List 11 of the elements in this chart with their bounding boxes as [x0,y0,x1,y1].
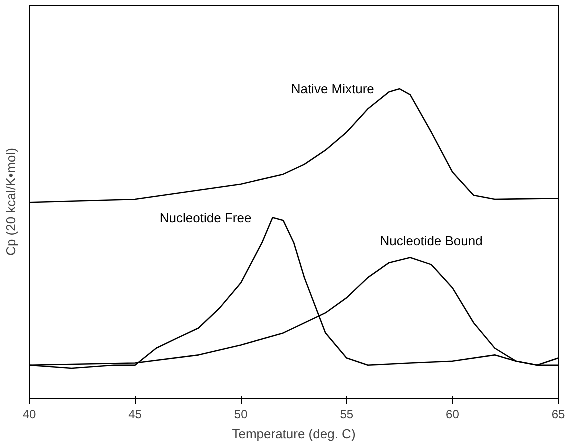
x-tick-label: 60 [446,408,460,422]
series-label: Nucleotide Bound [380,233,483,248]
x-tick-label: 55 [340,408,354,422]
y-axis-title: Cp (20 kcal/K•mol) [4,148,18,256]
x-tick-label: 65 [552,408,566,422]
series-label: Nucleotide Free [160,210,252,226]
x-tick-label: 45 [128,408,142,422]
x-tick-label: 40 [22,408,36,422]
series-label: Native Mixture [291,82,374,97]
x-axis-title: Temperature (deg. C) [232,426,356,442]
x-tick-label: 50 [234,408,248,422]
